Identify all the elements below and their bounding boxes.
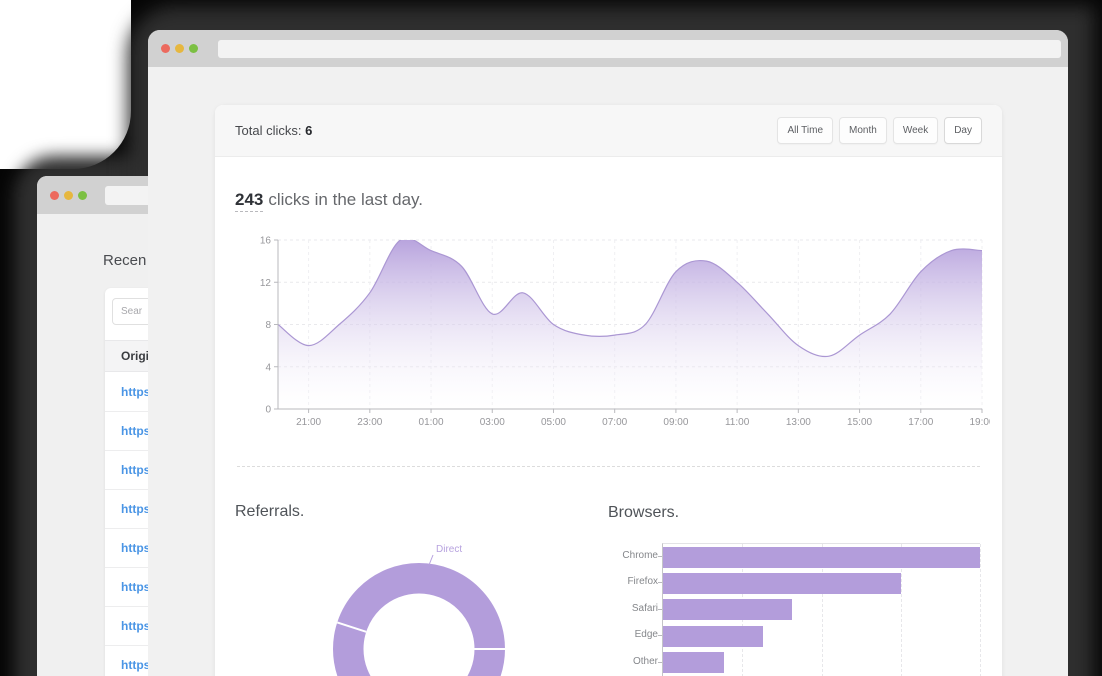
origin-link[interactable]: https: [121, 424, 155, 438]
svg-text:03:00: 03:00 [480, 417, 505, 428]
bar-chrome [663, 546, 980, 568]
bar-label-firefox: Firefox [627, 576, 658, 588]
section-divider [237, 466, 980, 467]
origin-link[interactable]: https: [121, 463, 155, 477]
svg-text:4: 4 [265, 362, 271, 373]
axis-tick [658, 635, 662, 637]
page-background-corner [0, 0, 131, 169]
analytics-window: Total clicks: 6 All Time Month Week Day 243… [148, 30, 1068, 676]
svg-text:11:00: 11:00 [725, 417, 750, 428]
axis-tick [658, 556, 662, 557]
origin-link[interactable]: https: [121, 658, 155, 672]
svg-text:13:00: 13:00 [786, 417, 811, 428]
browsers-bar-chart: Chrome Firefox Safari Edge Other [620, 535, 985, 676]
bar-gridline [821, 544, 823, 676]
bar-label-safari: Safari [631, 602, 658, 614]
browser-titlebar [148, 30, 1068, 67]
svg-text:0: 0 [265, 405, 271, 416]
range-button-all-time[interactable]: All Time [777, 117, 834, 144]
zoom-button[interactable] [78, 190, 87, 200]
svg-text:8: 8 [265, 320, 271, 331]
axis-tick [658, 608, 662, 610]
zoom-button[interactable] [189, 44, 198, 53]
axis-tick [658, 582, 662, 584]
donut-segment-label: Direct [436, 544, 462, 555]
origin-link[interactable]: https: [121, 580, 155, 594]
browsers-title: Browsers. [608, 504, 680, 521]
referrals-title: Referrals. [235, 503, 305, 520]
clicks-count-caption: clicks in the last day. [268, 190, 424, 209]
bar-firefox [663, 572, 901, 594]
total-clicks: Total clicks: 6 [235, 123, 312, 138]
origin-link[interactable]: https: [121, 502, 155, 516]
bar-label-edge: Edge [634, 629, 658, 641]
range-buttons: All Time Month Week Day [777, 117, 982, 144]
svg-text:17:00: 17:00 [908, 417, 933, 428]
svg-text:19:00: 19:00 [969, 417, 990, 428]
referrals-donut-chart: Direct [333, 544, 505, 676]
bar-gridline [900, 544, 902, 676]
svg-text:09:00: 09:00 [663, 417, 688, 428]
address-bar[interactable] [218, 40, 1061, 58]
svg-text:21:00: 21:00 [296, 417, 321, 428]
bar-safari [663, 599, 793, 621]
clicks-area-chart: 0 4 8 12 16 21:00 23:00 01:00 03:00 05:00 07:00 09:… [260, 236, 990, 429]
analytics-card: Total clicks: 6 All Time Month Week Day 243… [215, 105, 1002, 676]
svg-text:01:00: 01:00 [419, 417, 444, 428]
close-button[interactable] [161, 44, 170, 53]
axis-tick [658, 661, 662, 663]
range-button-day[interactable]: Day [944, 117, 982, 144]
bar-edge [663, 625, 764, 647]
recent-links-heading: Recen [103, 252, 147, 269]
card-header: Total clicks: 6 All Time Month Week Day [215, 105, 1002, 157]
bar-label-chrome: Chrome [622, 550, 658, 561]
svg-text:15:00: 15:00 [847, 417, 872, 428]
svg-text:16: 16 [260, 236, 272, 247]
origin-link[interactable]: https: [121, 619, 155, 633]
traffic-lights [50, 190, 87, 200]
origin-link[interactable]: https: [121, 385, 155, 399]
total-clicks-value: 6 [305, 123, 313, 138]
clicks-count: 243 [235, 190, 264, 212]
bar-plot-area [662, 543, 981, 676]
origin-link[interactable]: https: [121, 541, 155, 555]
bar-label-other: Other [632, 655, 658, 667]
page-title: 243 clicks in the last day. [235, 190, 424, 212]
range-button-week[interactable]: Week [892, 117, 939, 144]
svg-text:05:00: 05:00 [541, 417, 566, 428]
origin-column-header: Origi [121, 349, 150, 363]
bar-gridline [980, 544, 981, 676]
close-button[interactable] [50, 190, 59, 200]
total-clicks-label: Total clicks: [235, 123, 302, 138]
bar-other [663, 652, 724, 674]
minimize-button[interactable] [64, 190, 73, 200]
range-button-month[interactable]: Month [839, 117, 887, 144]
svg-text:23:00: 23:00 [357, 417, 382, 428]
svg-text:12: 12 [260, 278, 272, 289]
traffic-lights [161, 44, 198, 53]
minimize-button[interactable] [175, 44, 184, 53]
svg-text:07:00: 07:00 [602, 417, 627, 428]
